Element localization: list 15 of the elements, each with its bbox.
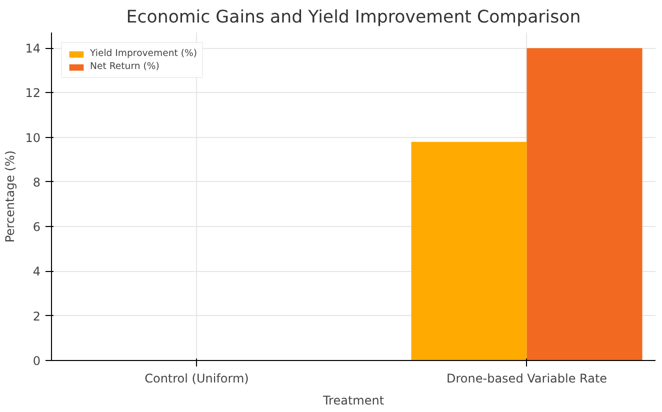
y-tick-label: 2	[32, 309, 41, 324]
y-tick-label: 4	[32, 264, 41, 279]
y-tick-label: 6	[32, 220, 41, 234]
y-tick-label: 12	[25, 86, 41, 100]
y-tick-label: 0	[32, 354, 41, 368]
y-tick-label: 8	[32, 175, 41, 190]
legend-label: Net Return (%)	[90, 61, 160, 72]
chart-title: Economic Gains and Yield Improvement Comparison	[126, 8, 581, 28]
y-tick-label: 14	[25, 42, 41, 56]
x-tick-label: Control (Uniform)	[144, 372, 249, 386]
x-axis-title: Treatment	[322, 394, 384, 408]
x-tick-label: Drone-based Variable Rate	[446, 372, 608, 386]
y-tick-label: 10	[25, 130, 41, 145]
legend-label: Yield Improvement (%)	[90, 48, 198, 59]
y-axis-title: Percentage (%)	[3, 150, 18, 243]
